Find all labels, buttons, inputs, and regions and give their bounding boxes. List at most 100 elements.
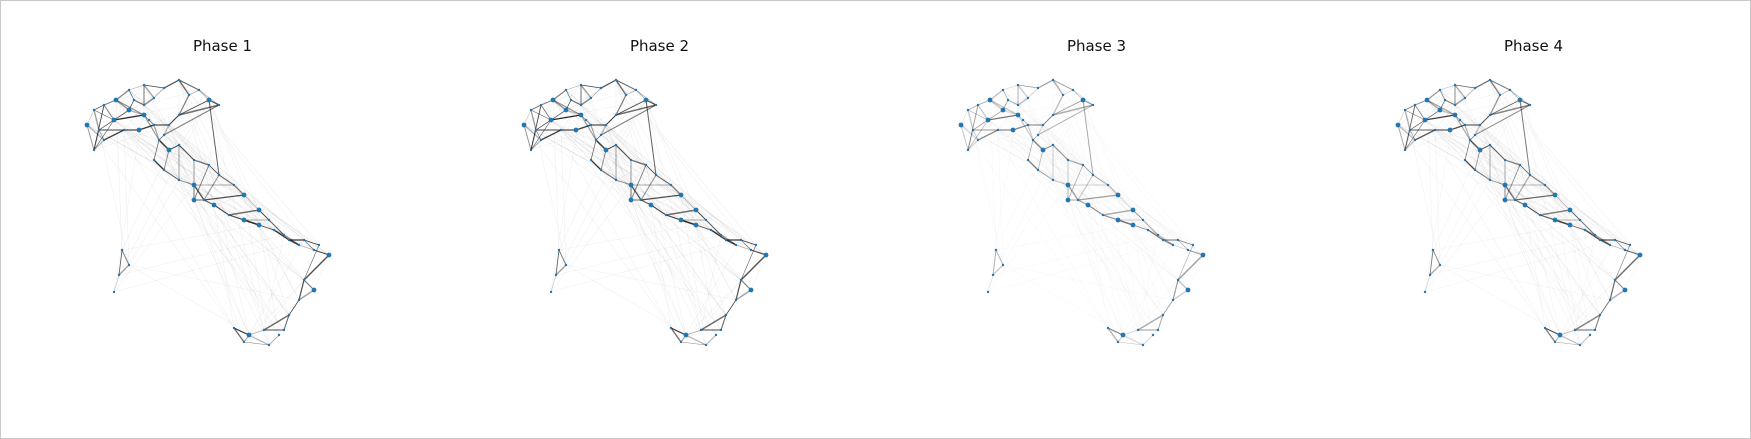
faint-edge <box>550 119 672 329</box>
faint-edge <box>1624 254 1641 291</box>
network-node <box>739 238 743 242</box>
network-node <box>1051 178 1055 182</box>
faint-edge <box>1439 89 1456 106</box>
network-node <box>1413 138 1417 142</box>
faint-edge <box>615 79 757 246</box>
network-edge <box>128 89 135 101</box>
network-node <box>262 328 266 332</box>
network-node <box>1463 158 1467 162</box>
network-edge <box>670 327 687 336</box>
faint-edge <box>550 84 582 121</box>
network-node <box>1136 328 1140 332</box>
network-node <box>1423 290 1427 294</box>
faint-edge <box>605 149 667 216</box>
faint-edge <box>178 79 220 176</box>
faint-edge <box>585 119 607 126</box>
network-edge <box>128 109 145 116</box>
network-edge <box>1147 229 1164 241</box>
network-node <box>1488 178 1492 182</box>
faint-edge <box>565 89 742 241</box>
network-node <box>579 83 583 87</box>
faint-edge <box>1426 99 1591 336</box>
faint-edge <box>605 149 717 336</box>
faint-edge <box>558 224 697 251</box>
faint-edge <box>1434 104 1456 131</box>
faint-edge <box>123 129 130 266</box>
network-edge <box>1017 84 1029 99</box>
faint-edge <box>605 124 647 166</box>
network-node <box>242 340 246 344</box>
faint-edge <box>1439 264 1611 301</box>
network-edge <box>303 254 330 281</box>
faint-edge <box>115 99 290 316</box>
faint-edge <box>1479 149 1641 256</box>
phase-1-network-graph <box>84 78 332 347</box>
network-nodes <box>84 78 332 347</box>
network-edge <box>987 114 1019 121</box>
network-node <box>704 343 708 347</box>
network-node <box>1578 218 1582 222</box>
network-edge <box>605 114 617 126</box>
network-edge <box>1554 219 1571 226</box>
network-edge <box>555 264 567 276</box>
network-node <box>1106 326 1110 330</box>
network-node <box>113 97 119 103</box>
network-node <box>648 202 654 208</box>
network-edge <box>1082 164 1094 176</box>
network-edge <box>1147 229 1159 236</box>
network-edge <box>193 164 210 201</box>
network-edge <box>1037 79 1054 89</box>
network-edge <box>740 239 757 246</box>
network-edge <box>550 114 582 121</box>
network-edge <box>93 104 105 151</box>
network-edge <box>178 79 190 96</box>
faint-edge <box>552 99 607 126</box>
faint-edge <box>680 194 737 301</box>
faint-edge <box>1426 99 1601 316</box>
network-node <box>192 158 196 162</box>
faint-edge <box>168 99 210 151</box>
faint-edge <box>1454 104 1491 146</box>
network-edge <box>1614 239 1631 246</box>
faint-edge <box>1133 225 1163 315</box>
network-edge <box>670 327 682 343</box>
network-edge <box>1072 89 1094 106</box>
network-node <box>232 183 236 187</box>
faint-edge <box>750 254 767 291</box>
network-node <box>589 123 593 127</box>
faint-edge <box>1519 99 1576 331</box>
network-node <box>1513 198 1517 202</box>
network-node <box>1473 168 1477 172</box>
network-edge <box>1474 124 1481 136</box>
network-edge <box>1062 89 1074 96</box>
faint-edge <box>695 224 717 336</box>
network-node <box>297 298 301 302</box>
network-node <box>141 112 147 118</box>
network-node <box>573 127 579 133</box>
faint-edge <box>1439 89 1616 241</box>
network-edge <box>960 124 979 141</box>
faint-edge <box>258 224 290 316</box>
faint-edge <box>1459 119 1601 316</box>
network-edge <box>580 84 602 89</box>
network-edge <box>530 119 552 151</box>
network-node <box>1408 128 1412 132</box>
network-edge <box>523 124 532 151</box>
network-edge <box>1444 99 1456 106</box>
network-edge <box>1027 124 1034 141</box>
faint-edge <box>1434 129 1556 196</box>
phase-2-title: Phase 2 <box>629 37 690 55</box>
network-node <box>724 238 728 242</box>
network-node <box>1573 328 1577 332</box>
network-node <box>539 103 543 107</box>
faint-edge <box>550 239 742 293</box>
faint-edge <box>123 129 155 161</box>
network-node <box>1543 326 1547 330</box>
faint-edge <box>565 179 617 266</box>
faint-edge <box>523 99 647 126</box>
faint-edge <box>1474 134 1616 281</box>
network-edge <box>1037 104 1094 136</box>
faint-edge <box>1432 224 1571 251</box>
network-edge <box>258 224 275 231</box>
faint-edge <box>552 99 560 251</box>
